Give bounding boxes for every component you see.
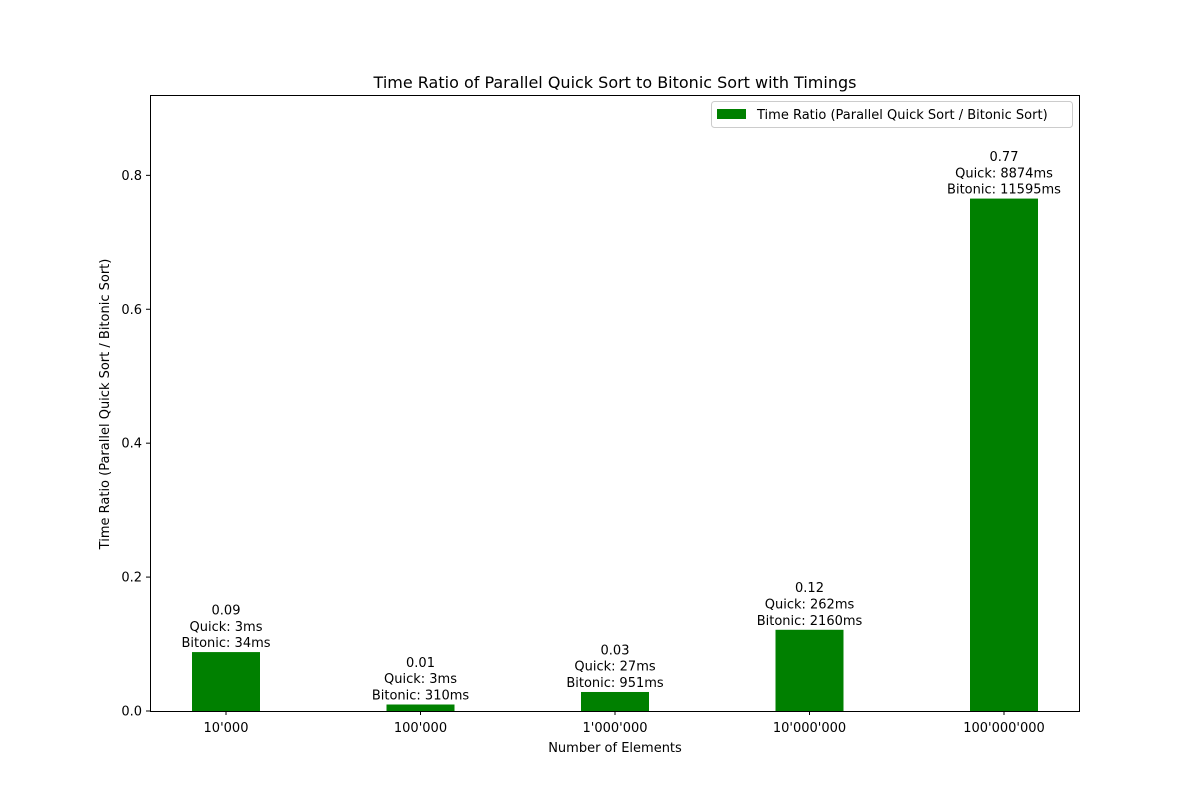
bar-3 bbox=[775, 629, 844, 711]
bar-annotation-line: 0.77 bbox=[990, 150, 1019, 165]
x-tick-label: 10'000'000 bbox=[773, 721, 846, 736]
bar-annotation-line: Quick: 262ms bbox=[765, 597, 855, 612]
bar-annotation-line: Bitonic: 951ms bbox=[566, 676, 664, 691]
bar-annotation-line: Bitonic: 2160ms bbox=[757, 614, 863, 629]
bar-annotation-line: Quick: 3ms bbox=[190, 620, 263, 635]
bars-group bbox=[192, 198, 1038, 712]
x-tick-label: 1'000'000 bbox=[582, 721, 647, 736]
x-tick-label: 100'000'000 bbox=[963, 721, 1045, 736]
chart-title: Time Ratio of Parallel Quick Sort to Bit… bbox=[373, 73, 857, 92]
bar-annotation-3: 0.12 Quick: 262ms Bitonic: 2160ms bbox=[757, 581, 863, 629]
bar-annotation-line: Quick: 8874ms bbox=[955, 166, 1053, 181]
bar-annotation-line: 0.01 bbox=[406, 656, 435, 671]
plot-area-frame bbox=[150, 95, 1080, 712]
bar-annotation-line: Quick: 3ms bbox=[384, 672, 457, 687]
bar-0 bbox=[192, 652, 260, 711]
legend-frame bbox=[711, 101, 1073, 128]
y-axis-label: Time Ratio (Parallel Quick Sort / Bitoni… bbox=[98, 259, 113, 551]
y-tick-label: 0.8 bbox=[121, 169, 142, 184]
bar-annotation-0: 0.09 Quick: 3ms Bitonic: 34ms bbox=[181, 603, 270, 651]
bar-4 bbox=[970, 198, 1038, 712]
x-tick-label: 10'000 bbox=[204, 721, 249, 736]
x-axis-ticks: 10'000 100'000 1'000'000 10'000'000 100'000'… bbox=[204, 711, 1045, 736]
bar-annotation-line: Bitonic: 310ms bbox=[372, 689, 470, 704]
bar-1 bbox=[386, 704, 455, 711]
bar-2 bbox=[581, 691, 649, 711]
bar-annotation-line: Bitonic: 11595ms bbox=[947, 183, 1061, 198]
legend-label: Time Ratio (Parallel Quick Sort / Bitoni… bbox=[756, 108, 1048, 123]
legend-swatch bbox=[717, 109, 746, 119]
bar-annotation-line: 0.12 bbox=[795, 581, 824, 596]
bar-annotation-1: 0.01 Quick: 3ms Bitonic: 310ms bbox=[372, 656, 470, 704]
bar-annotation-2: 0.03 Quick: 27ms Bitonic: 951ms bbox=[566, 643, 664, 691]
bar-annotation-line: Bitonic: 34ms bbox=[181, 636, 270, 651]
y-tick-label: 0.6 bbox=[121, 303, 142, 318]
y-tick-label: 0.4 bbox=[121, 437, 142, 452]
y-axis-ticks: 0.0 0.2 0.4 0.6 0.8 bbox=[121, 169, 150, 720]
y-tick-label: 0.0 bbox=[121, 705, 142, 720]
y-tick-label: 0.2 bbox=[121, 571, 142, 586]
x-axis-label: Number of Elements bbox=[548, 741, 682, 756]
legend: Time Ratio (Parallel Quick Sort / Bitoni… bbox=[711, 101, 1073, 128]
bar-annotation-line: 0.03 bbox=[601, 643, 630, 658]
bar-annotation-line: Quick: 27ms bbox=[574, 660, 655, 675]
bar-annotation-4: 0.77 Quick: 8874ms Bitonic: 11595ms bbox=[947, 150, 1061, 198]
bar-annotation-line: 0.09 bbox=[212, 603, 241, 618]
x-tick-label: 100'000 bbox=[394, 721, 447, 736]
